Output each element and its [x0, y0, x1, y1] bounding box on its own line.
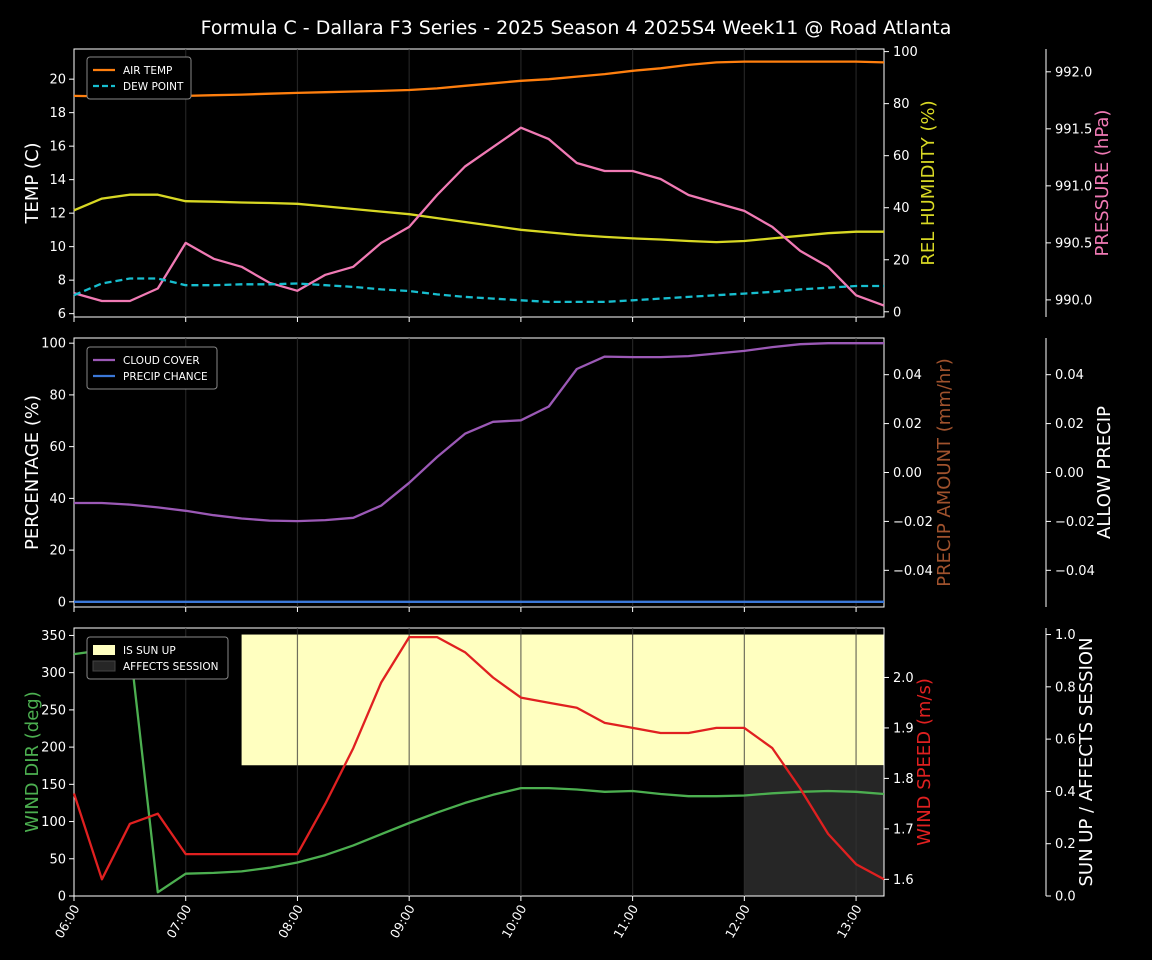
y-tick-label: 20: [49, 544, 66, 559]
legend-label: IS SUN UP: [123, 645, 176, 657]
y-tick-label: 12: [49, 207, 66, 222]
y-tick-label: 80: [49, 388, 66, 403]
wind-speed-line: [72, 635, 885, 881]
y-tick-label: 14: [49, 173, 66, 188]
allow-precip-tick-label: −0.04: [1055, 564, 1095, 579]
cloud-cover-line: [74, 342, 884, 523]
y-tick-label: 10: [49, 240, 66, 255]
y-tick-label: 250: [41, 703, 66, 718]
legend-box: [86, 346, 218, 390]
sun-up-tick-label: 0.0: [1055, 890, 1076, 905]
y-tick-label: 20: [49, 73, 66, 88]
legend-patch: [93, 645, 115, 655]
chart-title: Formula C - Dallara F3 Series - 2025 Sea…: [201, 17, 952, 39]
x-tick-label: 13:00: [834, 902, 865, 941]
wind-speed-tick-label: 1.9: [893, 721, 914, 736]
allow-precip-axis-label: ALLOW PRECIP: [1094, 406, 1115, 539]
legend-label: PRECIP CHANCE: [123, 371, 208, 383]
pressure-tick-label: 990.5: [1055, 236, 1092, 251]
x-tick-label: 09:00: [387, 902, 418, 941]
wind-speed-tick-label: 1.8: [893, 772, 914, 787]
panel-cloud-precip: 0 20 40 60 80 100 PERCENTAGE (%) −0.04 −0.02 0.00…: [22, 337, 1115, 612]
pressure-tick-label: 991.0: [1055, 179, 1092, 194]
y-tick-label: 40: [49, 492, 66, 507]
precip-amount-tick-label: −0.02: [893, 515, 933, 530]
legend-label: DEW POINT: [123, 81, 184, 93]
wind-speed-tick-label: 1.7: [893, 822, 914, 837]
precip-amount-tick-label: 0.04: [893, 368, 922, 383]
y-tick-label: 150: [41, 778, 66, 793]
plot-frame: [73, 627, 885, 897]
x-tick-label: 11:00: [610, 902, 641, 941]
humidity-axis-label: REL HUMIDITY (%): [918, 100, 939, 265]
allow-precip-tick-label: −0.02: [1055, 515, 1095, 530]
x-tick-label: 08:00: [275, 902, 306, 941]
panel-wind-sun: 0 50 100 150 200 250 300 350 WIND DIR (deg) 1.6 1.…: [22, 627, 1097, 941]
y-axis-label: TEMP (C): [22, 142, 43, 224]
y-tick-label: 16: [49, 140, 66, 155]
pressure-tick-label: 992.0: [1055, 65, 1092, 80]
wind-speed-tick-label: 1.6: [893, 873, 914, 888]
sun-up-tick-label: 0.8: [1055, 680, 1076, 695]
y-tick-label: 0: [58, 890, 66, 905]
y-tick-label: 100: [41, 337, 66, 352]
pressure-tick-label: 991.5: [1055, 122, 1092, 137]
x-tick-label: 06:00: [52, 902, 83, 941]
sun-up-band: [241, 634, 885, 766]
pressure-line: [73, 126, 885, 307]
y-axis-label: PERCENTAGE (%): [22, 395, 43, 550]
legend-box: [86, 636, 229, 680]
humidity-tick-label: 0: [893, 305, 901, 320]
humidity-tick-label: 100: [893, 45, 918, 60]
precip-amount-tick-label: 0.02: [893, 417, 922, 432]
legend-label: AIR TEMP: [123, 65, 172, 77]
sun-up-tick-label: 0.2: [1055, 837, 1076, 852]
pressure-tick-label: 990.0: [1055, 293, 1092, 308]
wind-speed-tick-label: 2.0: [893, 671, 914, 686]
legend-box: [86, 56, 192, 100]
legend-label: CLOUD COVER: [123, 355, 200, 367]
humidity-tick-label: 60: [893, 149, 910, 164]
y-tick-label: 200: [41, 741, 66, 756]
legend-label: AFFECTS SESSION: [123, 661, 219, 673]
humidity-line: [73, 193, 884, 244]
allow-precip-tick-label: 0.00: [1055, 466, 1084, 481]
affects-session-band: [744, 765, 884, 896]
x-tick-label: 07:00: [163, 902, 194, 941]
precip-amount-tick-label: 0.00: [893, 466, 922, 481]
wind-dir-line: [73, 643, 885, 894]
allow-precip-tick-label: 0.02: [1055, 417, 1084, 432]
dew-point-line: [73, 277, 884, 304]
humidity-tick-label: 20: [893, 253, 910, 268]
sun-up-tick-label: 0.4: [1055, 785, 1076, 800]
sun-up-tick-label: 0.6: [1055, 733, 1076, 748]
plot-frame: [73, 48, 885, 318]
y-tick-label: 100: [41, 815, 66, 830]
y-tick-label: 6: [58, 307, 66, 322]
x-tick-label: 12:00: [722, 902, 753, 941]
y-tick-label: 60: [49, 440, 66, 455]
precip-amount-axis-label: PRECIP AMOUNT (mm/hr): [934, 358, 955, 587]
y-tick-label: 300: [41, 666, 66, 681]
legend-patch: [92, 660, 116, 672]
wind-speed-axis-label: WIND SPEED (m/s): [914, 678, 935, 846]
y-tick-label: 350: [41, 629, 66, 644]
humidity-tick-label: 80: [893, 97, 910, 112]
x-tick-label: 10:00: [498, 902, 529, 941]
y-tick-label: 50: [49, 852, 66, 867]
precip-amount-tick-label: −0.04: [893, 564, 933, 579]
y-tick-label: 18: [49, 106, 66, 121]
y-axis-label: WIND DIR (deg): [22, 691, 43, 833]
panel-temperature: 6 8 10 12 14 16 18 20 TEMP (C) 0 20 40 60 80 100 REL HU…: [22, 45, 1113, 322]
air-temp-line: [73, 60, 885, 98]
y-tick-label: 8: [58, 274, 66, 289]
sun-up-axis-label: SUN UP / AFFECTS SESSION: [1076, 637, 1097, 886]
sun-up-tick-label: 1.0: [1055, 628, 1076, 643]
humidity-tick-label: 40: [893, 201, 910, 216]
y-tick-label: 0: [58, 595, 66, 610]
pressure-axis-label: PRESSURE (hPa): [1092, 110, 1113, 257]
allow-precip-tick-label: 0.04: [1055, 368, 1084, 383]
